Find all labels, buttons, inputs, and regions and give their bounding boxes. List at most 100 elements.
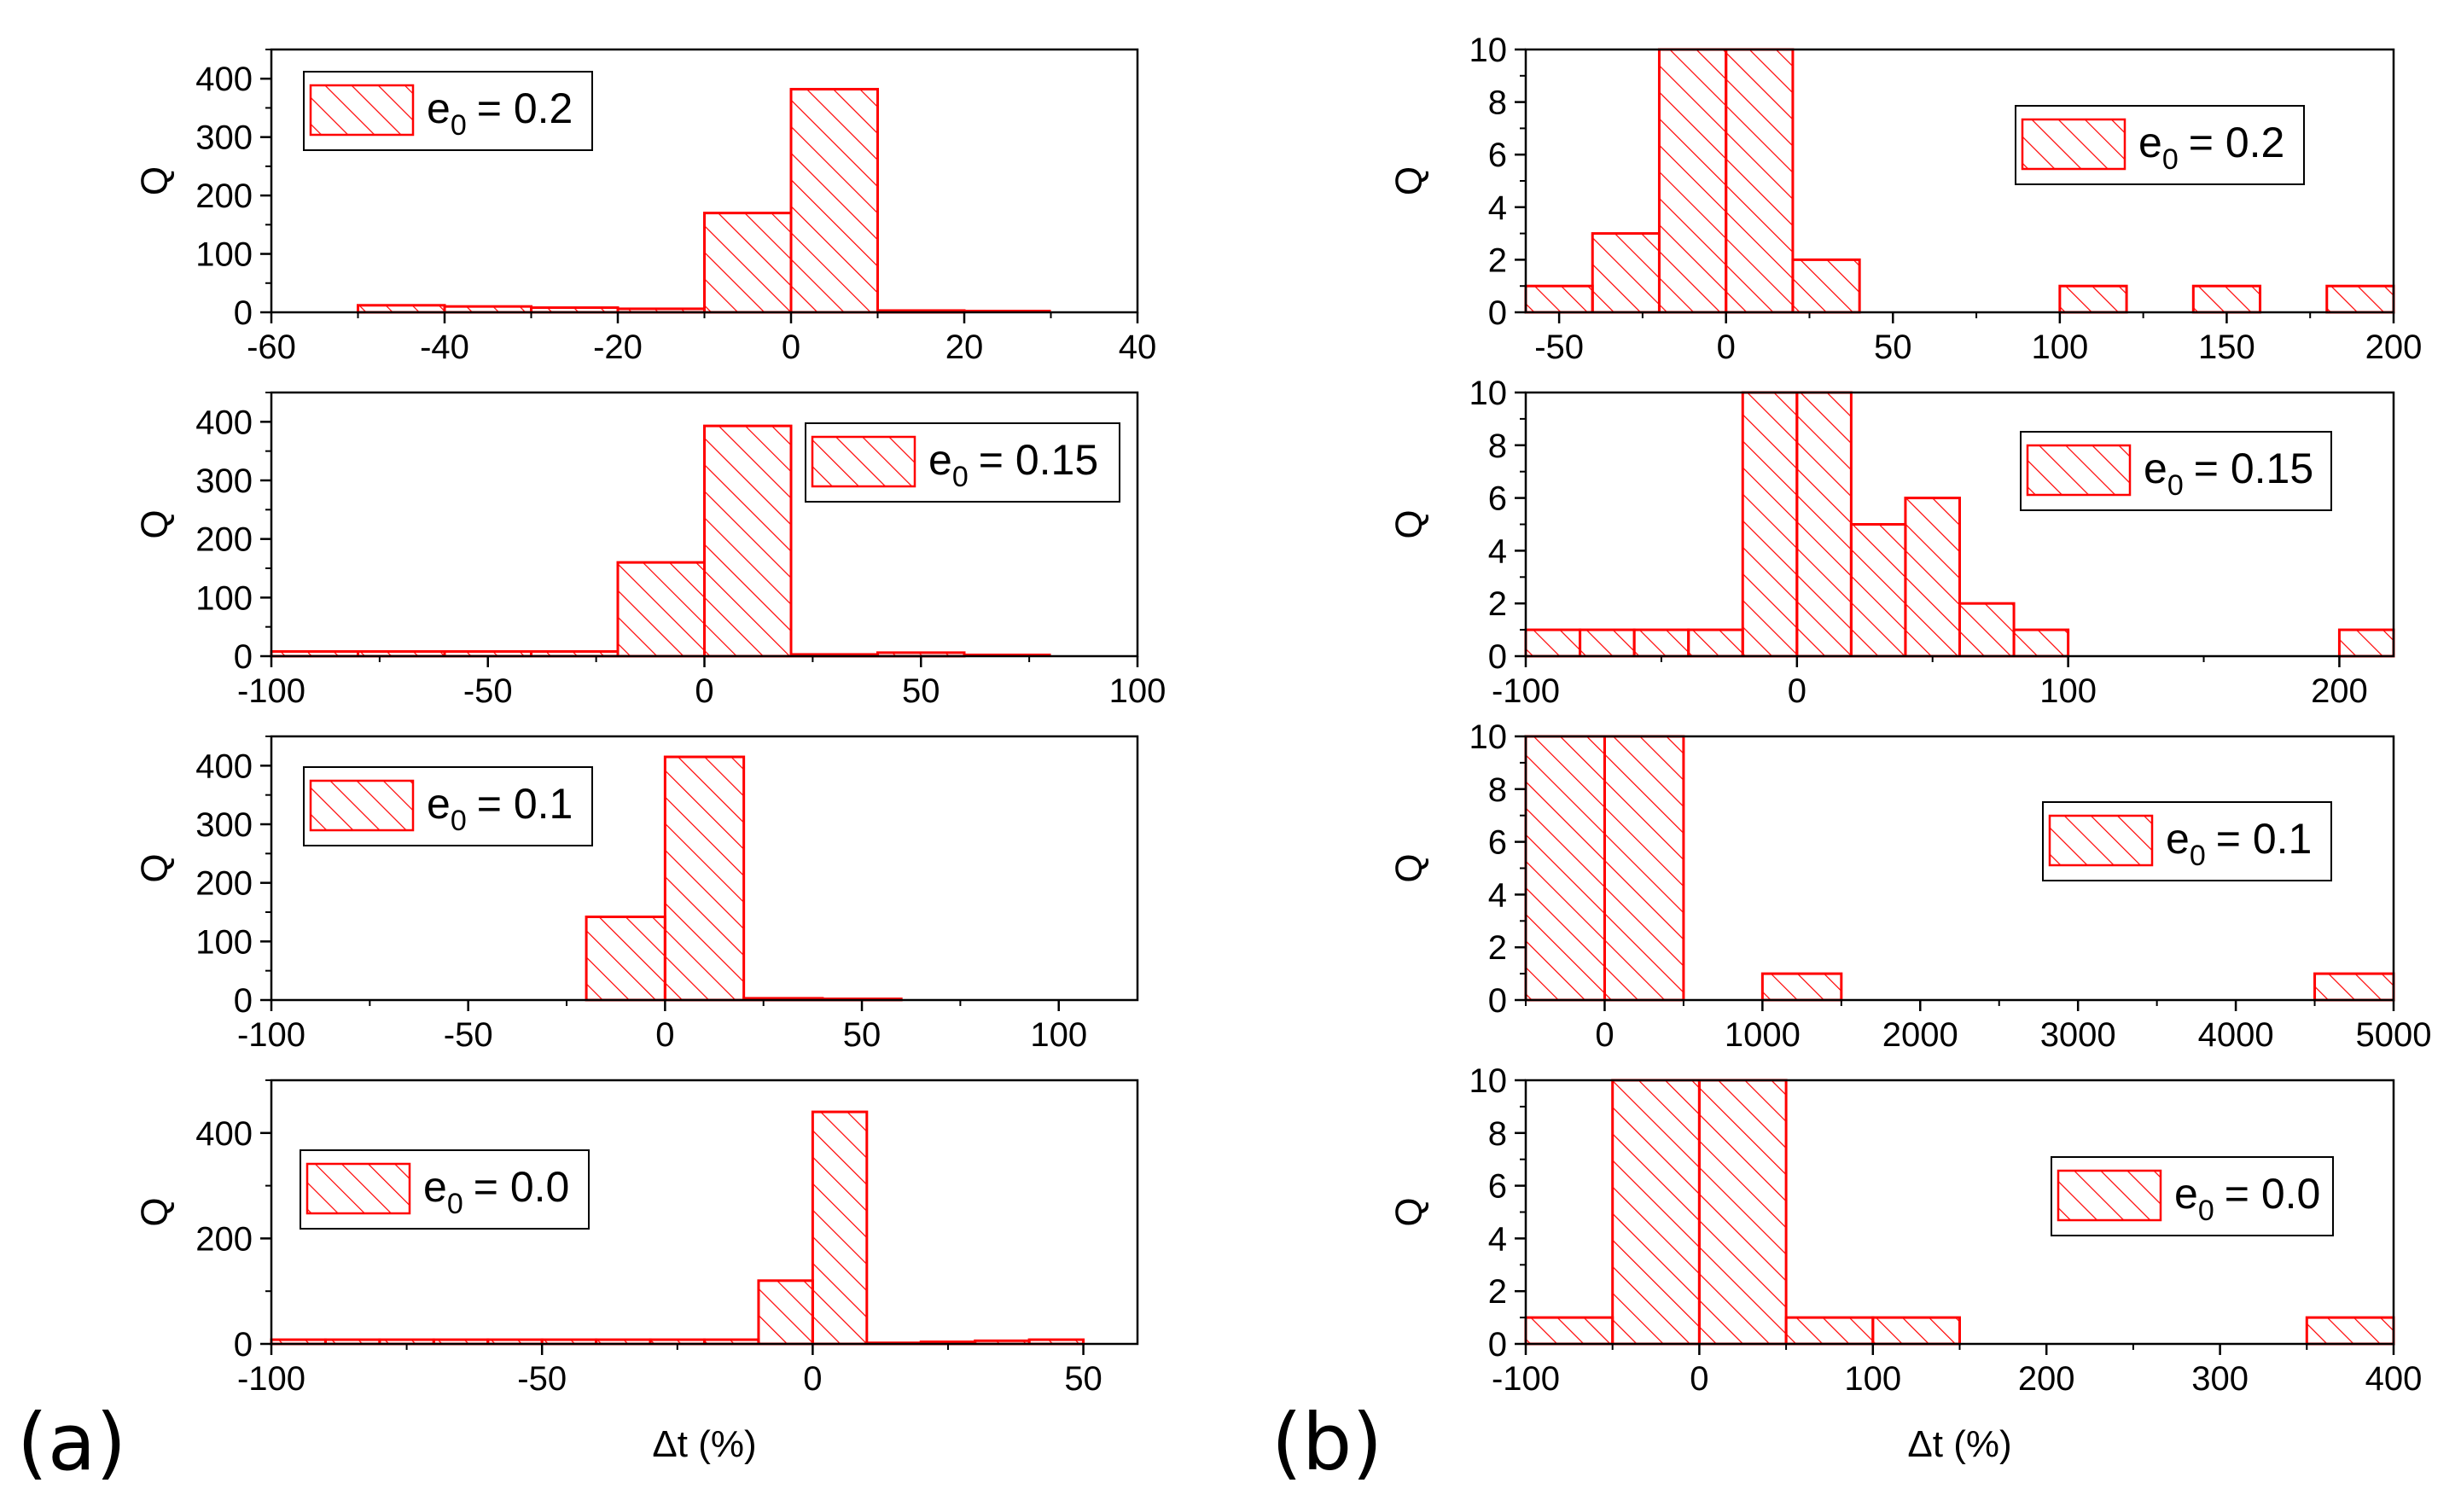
chart-b-3: 0 1000 2000 3000 4000 5000 0 2 4 6 8 10 Qe0 = 0.1 — [1388, 718, 2431, 1054]
histogram-bar — [2191, 284, 2262, 314]
legend: e0 = 0.1 — [2042, 801, 2332, 881]
x-tick-label: 200 — [2311, 672, 2368, 710]
legend: e0 = 0.15 — [2020, 431, 2332, 511]
legend-swatch — [811, 435, 916, 488]
y-tick-label: 0 — [1488, 1326, 1507, 1364]
legend-swatch — [2057, 1169, 2162, 1222]
x-tick-label: -50 — [517, 1360, 567, 1398]
x-tick-label: 0 — [782, 329, 800, 366]
x-tick-label: -60 — [247, 329, 296, 366]
x-tick-label: 0 — [1717, 329, 1736, 366]
histogram-bar — [1591, 232, 1661, 314]
legend-label: e0 = 0.15 — [2144, 445, 2313, 502]
x-tick-label: 50 — [1874, 329, 1912, 366]
y-tick-label: 10 — [1469, 1062, 1508, 1100]
histogram-bar — [2313, 972, 2395, 1002]
x-tick-label: 100 — [1109, 672, 1167, 710]
histogram-bar — [1725, 48, 1795, 314]
y-tick-label: 400 — [195, 404, 253, 441]
histogram-bar — [1524, 1316, 1614, 1346]
panel-label-b: (b) — [1271, 1397, 1382, 1488]
legend-swatch — [309, 84, 415, 137]
histogram-bar — [1849, 523, 1907, 658]
legend-swatch — [2048, 814, 2154, 867]
y-tick-label: 6 — [1488, 137, 1507, 174]
y-tick-label: 100 — [195, 579, 253, 617]
x-tick-label: -100 — [237, 1016, 305, 1054]
y-tick-label: 0 — [234, 982, 253, 1020]
x-tick-label: 1000 — [1725, 1016, 1801, 1054]
y-tick-label: 0 — [234, 294, 253, 332]
y-tick-label: 0 — [1488, 638, 1507, 676]
histogram-bar — [789, 88, 879, 314]
y-tick-label: 400 — [195, 747, 253, 785]
histogram-bar — [2305, 1316, 2395, 1346]
y-tick-label: 200 — [195, 1220, 253, 1258]
x-tick-label: 100 — [1844, 1360, 1901, 1398]
histogram-bar — [1579, 628, 1636, 658]
histogram-bar — [1784, 1316, 1875, 1346]
legend-label: e0 = 0.2 — [427, 84, 573, 142]
x-tick-label: 5000 — [2356, 1016, 2432, 1054]
x-tick-label: 300 — [2191, 1360, 2249, 1398]
x-tick-label: 0 — [695, 672, 713, 710]
x-tick-label: 50 — [1064, 1360, 1103, 1398]
x-tick-label: 100 — [2031, 329, 2088, 366]
histogram-bar — [2058, 284, 2128, 314]
histogram-bar — [1632, 628, 1690, 658]
histogram-bar — [2325, 284, 2395, 314]
x-tick-label: 50 — [843, 1016, 881, 1054]
x-axis-title: Δt (%) — [1907, 1423, 2011, 1465]
legend: e0 = 0.2 — [2015, 105, 2305, 185]
histogram-bar — [757, 1279, 814, 1346]
legend-swatch — [305, 1162, 411, 1215]
histogram-bar — [1687, 628, 1744, 658]
y-tick-label: 6 — [1488, 1168, 1507, 1206]
y-tick-label: 100 — [195, 236, 253, 274]
x-tick-label: 4000 — [2198, 1016, 2274, 1054]
histogram-bar — [616, 561, 706, 658]
histogram-bar — [1524, 284, 1594, 314]
histogram-bar — [1760, 972, 1843, 1002]
histogram-bar — [2337, 628, 2395, 658]
histogram-bar — [585, 915, 666, 1002]
y-tick-label: 2 — [1488, 1273, 1507, 1311]
y-tick-label: 4 — [1488, 1220, 1507, 1258]
y-tick-label: 4 — [1488, 876, 1507, 914]
histogram-bar — [1524, 735, 1606, 1002]
x-tick-label: -100 — [237, 672, 305, 710]
histogram-bar — [2012, 628, 2070, 658]
plot-frame — [270, 1079, 1139, 1346]
x-tick-label: -50 — [444, 1016, 493, 1054]
y-tick-label: 10 — [1469, 375, 1508, 412]
y-tick-label: 0 — [1488, 294, 1507, 332]
histogram-bar — [1958, 602, 2016, 658]
histogram-bar — [1697, 1079, 1788, 1346]
legend-label: e0 = 0.0 — [2174, 1170, 2320, 1227]
y-axis-title: Q — [1388, 509, 1430, 538]
legend-swatch — [2026, 444, 2132, 497]
y-tick-label: 8 — [1488, 427, 1507, 465]
x-tick-label: -40 — [420, 329, 469, 366]
legend-swatch — [2021, 118, 2126, 171]
x-tick-label: 0 — [1595, 1016, 1614, 1054]
x-tick-label: 3000 — [2040, 1016, 2116, 1054]
y-tick-label: 100 — [195, 923, 253, 961]
x-tick-label: -50 — [463, 672, 513, 710]
y-tick-label: 10 — [1469, 718, 1508, 756]
histogram-bar — [1904, 497, 1961, 658]
x-tick-label: -100 — [237, 1360, 305, 1398]
y-tick-label: 2 — [1488, 929, 1507, 967]
legend: e0 = 0.0 — [300, 1149, 590, 1230]
histogram-bar — [1524, 628, 1582, 658]
x-tick-label: 0 — [1788, 672, 1806, 710]
histogram-bar — [811, 1110, 869, 1346]
legend: e0 = 0.15 — [805, 422, 1120, 503]
legend-label: e0 = 0.15 — [928, 436, 1098, 493]
chart-a-3: -100 -50 0 50 100 0 100 200 300 400 Qe0 = 0.1 — [134, 735, 1139, 1054]
x-tick-label: 2000 — [1882, 1016, 1958, 1054]
